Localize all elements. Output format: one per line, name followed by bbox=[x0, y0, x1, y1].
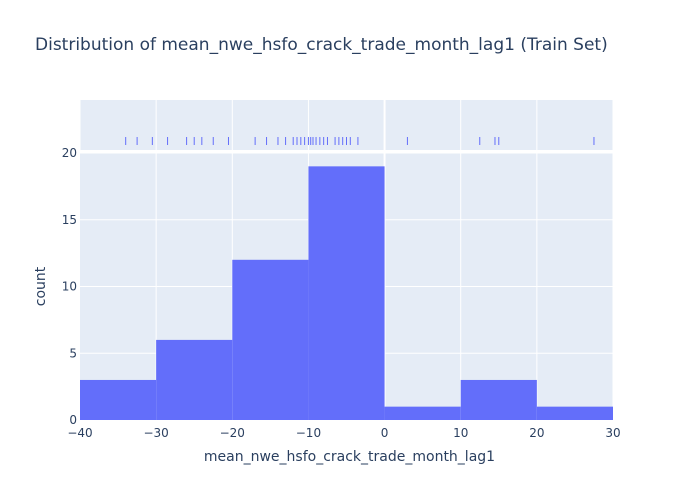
x-tick-label: 0 bbox=[381, 426, 389, 440]
x-tick-label: −40 bbox=[67, 426, 92, 440]
rug-marks bbox=[125, 137, 595, 145]
x-axis-title: mean_nwe_hsfo_crack_trade_month_lag1 bbox=[204, 449, 495, 465]
y-tick-label: 0 bbox=[69, 413, 77, 427]
y-axis-ticks: 0 5 10 15 20 bbox=[62, 146, 77, 427]
histogram-bar bbox=[232, 259, 309, 420]
x-tick-label: −30 bbox=[143, 426, 168, 440]
x-axis-ticks: −40 −30 −20 −10 0 10 20 30 bbox=[67, 426, 620, 440]
y-tick-label: 10 bbox=[62, 280, 77, 294]
x-tick-label: 20 bbox=[529, 426, 544, 440]
y-axis-title: count bbox=[33, 266, 49, 306]
histogram-bar bbox=[536, 406, 613, 420]
histogram-bar bbox=[308, 166, 385, 420]
x-tick-label: 30 bbox=[605, 426, 620, 440]
y-tick-label: 15 bbox=[62, 213, 77, 227]
chart-title: Distribution of mean_nwe_hsfo_crack_trad… bbox=[35, 35, 608, 55]
y-tick-label: 5 bbox=[69, 346, 77, 360]
x-tick-label: −20 bbox=[220, 426, 245, 440]
histogram-bar bbox=[384, 406, 461, 420]
rug-gridlines bbox=[79, 100, 614, 150]
histogram-bar bbox=[156, 339, 233, 420]
y-tick-label: 20 bbox=[62, 146, 77, 160]
histogram-bar bbox=[80, 379, 157, 420]
x-tick-label: −10 bbox=[296, 426, 321, 440]
x-tick-label: 10 bbox=[453, 426, 468, 440]
histogram-bar bbox=[460, 379, 537, 420]
histogram-bars bbox=[80, 166, 613, 420]
